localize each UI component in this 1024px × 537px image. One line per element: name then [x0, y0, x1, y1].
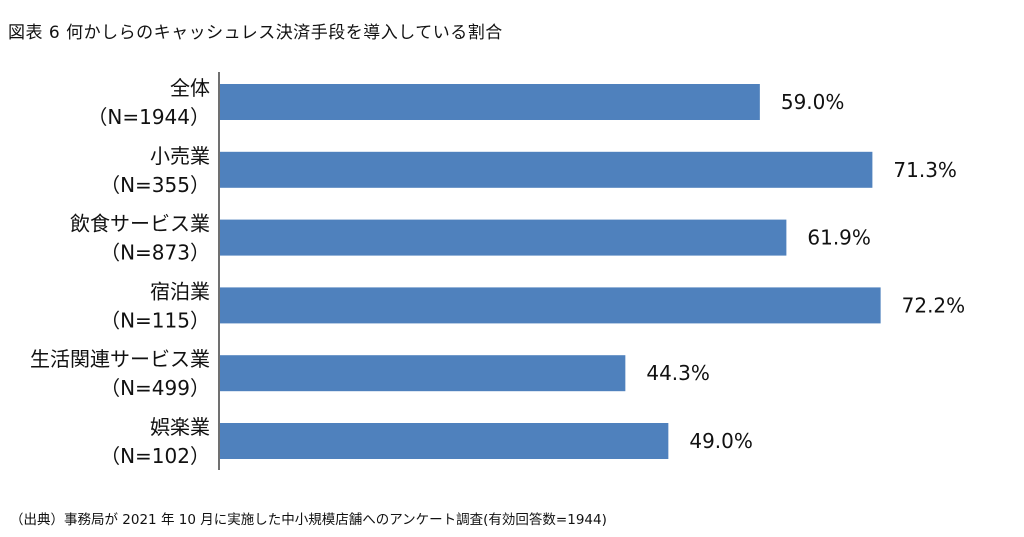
category-n-label-1: （N=1944）: [87, 105, 210, 129]
chart-title: 図表 6 何かしらのキャッシュレス決済手段を導入している割合: [8, 23, 503, 43]
bar-3: [220, 219, 787, 256]
category-n-label-4: （N=115）: [100, 308, 210, 332]
bar-6: [220, 423, 669, 459]
category-label-3: 飲食サービス業: [70, 212, 210, 236]
category-label-5: 生活関連サービス業: [30, 347, 210, 371]
value-label-1: 59.0%: [781, 90, 845, 114]
category-label-6: 娯楽業: [150, 415, 210, 439]
category-n-label-2: （N=355）: [100, 173, 210, 197]
value-label-4: 72.2%: [902, 293, 966, 317]
value-label-5: 44.3%: [646, 361, 710, 385]
category-n-label-3: （N=873）: [100, 241, 210, 265]
source-note: （出典）事務局が 2021 年 10 月に実施した中小規模店舗へのアンケート調査…: [10, 512, 607, 528]
bar-5: [220, 355, 626, 392]
category-n-label-5: （N=499）: [100, 376, 210, 400]
category-label-2: 小売業: [150, 144, 210, 168]
value-label-3: 61.9%: [807, 226, 871, 250]
bar-4: [220, 287, 881, 324]
category-n-label-6: （N=102）: [100, 444, 210, 468]
bar-1: [220, 84, 760, 120]
value-label-6: 49.0%: [689, 429, 753, 453]
bar-2: [220, 151, 873, 188]
value-label-2: 71.3%: [893, 158, 957, 182]
category-label-4: 宿泊業: [150, 279, 210, 303]
category-label-1: 全体: [170, 76, 210, 100]
